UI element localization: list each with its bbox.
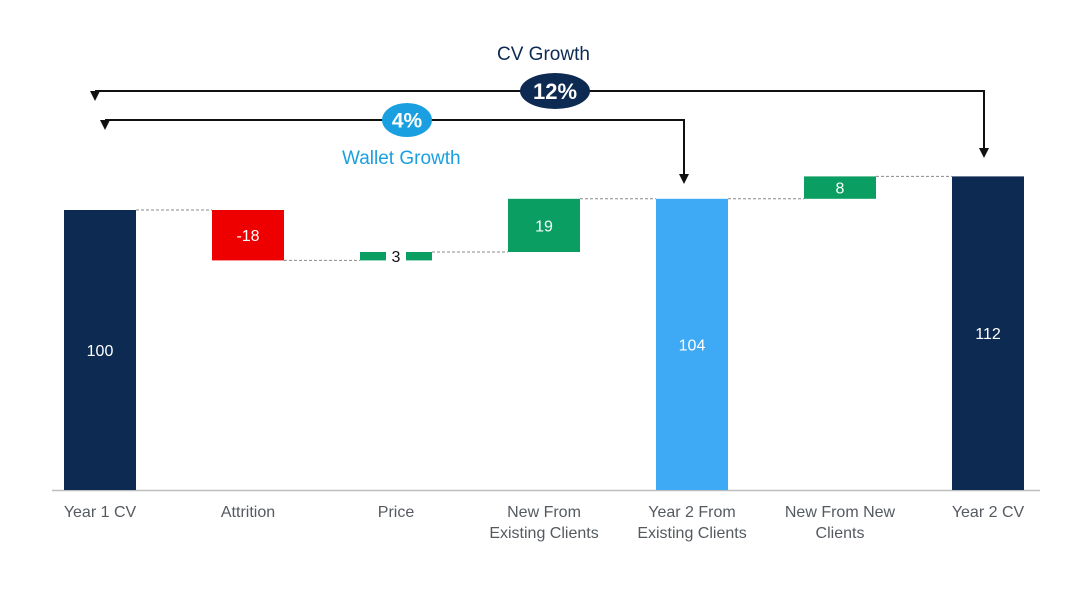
category-label-price: Price <box>377 504 415 521</box>
cv-growth-arrow-start <box>90 91 100 101</box>
cv-growth-bracket <box>95 90 985 148</box>
bar-year-2-cv <box>952 176 1024 490</box>
value-label-new-from-existing-clients: 19 <box>535 218 553 235</box>
category-label-year-2-from-existing-clients: Year 2 From Existing Clients <box>637 504 747 542</box>
wallet-growth-arrow-end <box>679 174 689 184</box>
wallet-growth-badge <box>382 103 432 137</box>
category-label-year-1-cv: Year 1 CV <box>63 504 137 521</box>
cv-growth-badge <box>520 73 590 109</box>
category-label-new-from-new-clients: New From New Clients <box>784 504 896 542</box>
bar-price-right <box>406 252 432 261</box>
wallet-growth-title: Wallet Growth <box>342 148 461 169</box>
category-label-new-from-existing-clients: New From Existing Clients <box>489 504 599 542</box>
category-label-year-2-cv: Year 2 CV <box>951 504 1025 521</box>
value-label-year-2-from-existing-clients: 104 <box>679 337 706 354</box>
wallet-growth-value: 4% <box>392 110 423 133</box>
value-label-year-2-cv: 112 <box>975 326 1001 343</box>
bar-new-from-existing-clients <box>508 198 580 252</box>
cv-growth-value: 12% <box>533 79 577 104</box>
value-label-new-from-new-clients: 8 <box>836 181 845 198</box>
value-label-attrition: -18 <box>236 228 259 245</box>
bar-year-1-cv <box>64 210 136 490</box>
category-label-attrition: Attrition <box>220 504 276 521</box>
cv-growth-arrow-end <box>979 148 989 158</box>
bar-year-2-from-existing-clients <box>656 198 728 491</box>
cv-growth-title: CV Growth <box>497 44 590 65</box>
wallet-growth-arrow-start <box>100 120 110 130</box>
value-label-price: 3 <box>392 249 401 266</box>
bar-attrition <box>212 210 284 261</box>
wallet-growth-bracket <box>105 119 685 174</box>
bar-new-from-new-clients <box>804 176 876 199</box>
value-label-year-1-cv: 100 <box>87 343 114 360</box>
bar-price-left <box>360 252 386 261</box>
